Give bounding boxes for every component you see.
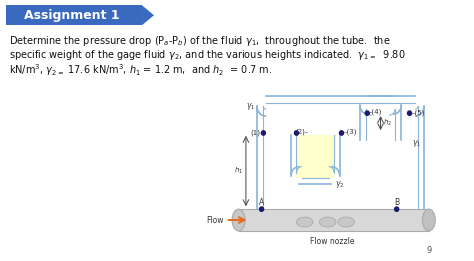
- Text: A: A: [259, 198, 264, 207]
- Circle shape: [339, 131, 344, 135]
- Text: specific weight of the gage fluid $\gamma_2$, and the various heights indicated.: specific weight of the gage fluid $\gamm…: [9, 48, 405, 62]
- Text: Flow nozzle: Flow nozzle: [310, 237, 355, 246]
- Text: $h_1$: $h_1$: [234, 166, 243, 176]
- Circle shape: [294, 131, 299, 135]
- FancyBboxPatch shape: [6, 5, 142, 25]
- Text: $\gamma_1$: $\gamma_1$: [412, 138, 422, 149]
- FancyBboxPatch shape: [296, 135, 334, 179]
- Text: Determine the pressure drop (P$_a$-P$_b$) of the fluid $\gamma_1$,  throughout t: Determine the pressure drop (P$_a$-P$_b$…: [9, 34, 391, 48]
- Polygon shape: [142, 5, 154, 25]
- Circle shape: [365, 111, 369, 115]
- Text: B: B: [394, 198, 399, 207]
- Text: –(5): –(5): [411, 110, 425, 116]
- Text: Assignment 1: Assignment 1: [24, 9, 120, 22]
- Circle shape: [395, 207, 399, 211]
- Text: (1): (1): [251, 130, 261, 136]
- Text: –(3): –(3): [343, 129, 357, 135]
- Ellipse shape: [422, 209, 435, 231]
- Ellipse shape: [319, 217, 336, 227]
- Text: $\gamma_2$: $\gamma_2$: [335, 180, 345, 191]
- Ellipse shape: [338, 217, 355, 227]
- FancyBboxPatch shape: [238, 209, 429, 231]
- Text: 9: 9: [426, 246, 432, 255]
- Circle shape: [408, 111, 411, 115]
- Circle shape: [261, 131, 265, 135]
- Ellipse shape: [232, 209, 245, 231]
- Circle shape: [260, 207, 264, 211]
- Ellipse shape: [296, 217, 313, 227]
- Text: kN/m$^3$, $\gamma_{2=}$ 17.6 kN/m$^3$, $h_1$ = 1.2 m,  and $h_2$  = 0.7 m.: kN/m$^3$, $\gamma_{2=}$ 17.6 kN/m$^3$, $…: [9, 62, 272, 78]
- Text: –(4): –(4): [369, 109, 383, 115]
- Text: $h_2$: $h_2$: [383, 118, 392, 128]
- Text: Flow: Flow: [206, 216, 224, 224]
- Text: (2)–: (2)–: [296, 129, 309, 135]
- Text: $\gamma_1$: $\gamma_1$: [246, 101, 255, 112]
